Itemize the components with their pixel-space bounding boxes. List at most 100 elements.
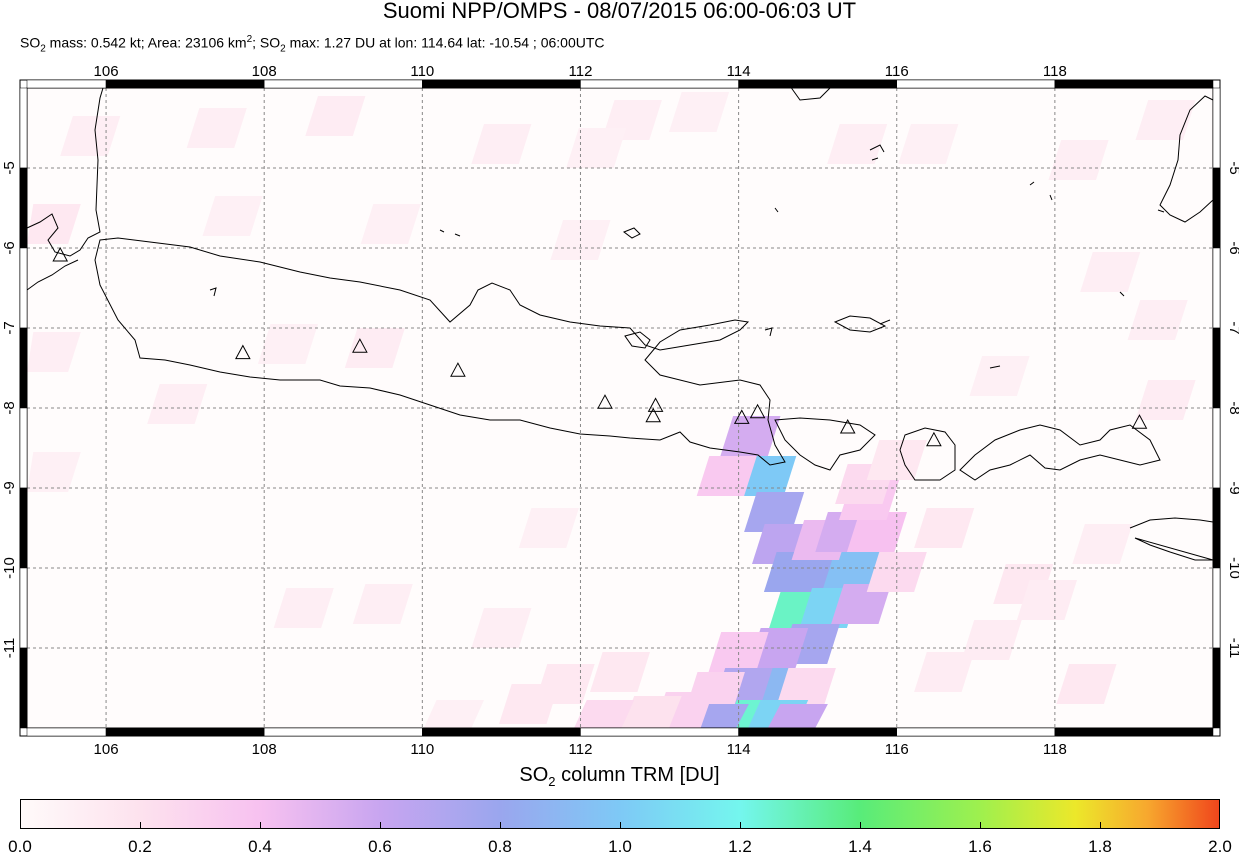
- so2-pixel: [961, 620, 1022, 660]
- map-title: Suomi NPP/OMPS - 08/07/2015 06:00-06:03 …: [382, 0, 857, 23]
- so2-pixel: [1135, 100, 1196, 140]
- volcano-triangle-icon: [52, 246, 69, 262]
- colorbar-tick-label: 1.2: [728, 837, 752, 856]
- colorbar-tick-mark: [380, 822, 381, 829]
- lon-tick-label-bottom: 108: [252, 741, 277, 758]
- frame-bar-bottom: [26, 727, 107, 737]
- lat-tick-label-left: -9: [1, 481, 18, 494]
- colorbar-tick-label: 0.2: [128, 837, 152, 856]
- frame-bar-right: [1212, 247, 1221, 329]
- so2-pixel: [202, 196, 263, 236]
- so2-pixel-layer: [27, 92, 1196, 728]
- volcano-triangle-icon: [597, 394, 613, 409]
- so2-pixel: [305, 96, 366, 136]
- so2-pixel: [344, 328, 405, 368]
- lat-tick-label-right: -5: [1226, 161, 1239, 174]
- coastline-java: [94, 237, 786, 466]
- so2-pixel: [775, 668, 836, 708]
- frame-bar-left: [19, 567, 28, 649]
- coastline-layer: [26, 85, 1214, 561]
- colorbar-tick-mark: [980, 822, 981, 829]
- so2-pixel: [360, 204, 421, 244]
- colorbar-title-prefix: SO: [519, 764, 549, 786]
- colorbar-tick-label: 1.0: [608, 837, 632, 856]
- lat-tick-label-right: -11: [1226, 638, 1239, 659]
- colorbar-tick-label: 0.6: [368, 837, 392, 856]
- lat-tick-label-right: -7: [1226, 321, 1239, 334]
- volcano-triangle-icon: [352, 338, 368, 353]
- volcano-triangle-icon: [645, 407, 662, 423]
- colorbar-tick-label: 1.6: [968, 837, 992, 856]
- so2-pixel: [27, 204, 81, 244]
- colorbar-tick-mark: [740, 822, 741, 829]
- so2-pixel: [352, 584, 413, 624]
- so2-pixel: [744, 492, 805, 532]
- so2-pixel: [1080, 252, 1141, 292]
- coastline-kangean: [833, 315, 887, 333]
- map-subtitle: SO2 mass: 0.542 kt; Area: 23106 km2; SO2…: [20, 34, 605, 54]
- so2-pixel: [499, 684, 560, 724]
- lat-tick-label-right: -8: [1226, 401, 1239, 414]
- colorbar-tick-mark: [620, 822, 621, 829]
- so2-pixel: [574, 700, 635, 728]
- lon-tick-label-top: 116: [885, 63, 909, 80]
- so2-pixel: [621, 696, 682, 728]
- frame-bar-bottom: [1054, 727, 1214, 737]
- frame-bar-left: [19, 327, 28, 409]
- so2-pixel: [827, 124, 888, 164]
- colorbar-tick-label: 1.4: [848, 837, 872, 856]
- frame-bar-top: [1054, 79, 1214, 89]
- lat-tick-label-left: -8: [1, 401, 18, 414]
- coastline-sumbawa: [959, 424, 1161, 481]
- lon-tick-label-top: 114: [727, 63, 751, 80]
- so2-pixel: [471, 608, 532, 648]
- frame-bar-top: [738, 79, 897, 89]
- frame-bar-left: [19, 167, 28, 249]
- frame-bar-left: [19, 87, 28, 169]
- frame-bar-bottom: [263, 727, 423, 737]
- frame-bar-left: [19, 647, 28, 729]
- lat-tick-label-right: -9: [1226, 481, 1239, 494]
- lon-tick-label-top: 110: [410, 63, 434, 80]
- volcano-triangle-icon: [926, 431, 942, 447]
- volcano-layer: [52, 246, 1148, 447]
- colorbar-tick-label: 2.0: [1208, 837, 1232, 856]
- frame-bar-top: [580, 79, 739, 89]
- so2-pixel: [257, 324, 318, 364]
- lon-tick-label-top: 108: [252, 63, 277, 80]
- so2-pixel: [1048, 140, 1109, 180]
- frame-bar-left: [19, 247, 28, 329]
- so2-pixel: [518, 508, 579, 548]
- so2-pixel: [566, 128, 627, 168]
- colorbar-title: SO2 column TRM [DU]: [0, 764, 1239, 789]
- graticule: [27, 88, 1213, 728]
- so2-pixel: [866, 552, 927, 592]
- volcano-triangle-icon: [749, 403, 766, 419]
- frame-bar-bottom: [105, 727, 265, 737]
- so2-pixel: [846, 512, 907, 552]
- so2-pixel: [1072, 524, 1133, 564]
- frame-bar-top: [105, 79, 265, 89]
- frame-bar-top: [896, 79, 1056, 89]
- coastline-lombok: [899, 427, 956, 481]
- so2-pixel: [1127, 300, 1188, 340]
- lat-tick-label-left: -5: [1, 161, 18, 174]
- colorbar-tick-mark: [140, 822, 141, 829]
- volcano-triangle-icon: [733, 409, 750, 424]
- lon-tick-label-top: 118: [1043, 63, 1067, 80]
- so2-pixel: [590, 652, 650, 692]
- lat-tick-label-left: -6: [1, 241, 18, 254]
- so2-pixel: [1135, 380, 1196, 420]
- so2-pixel: [720, 416, 781, 456]
- so2-pixel: [914, 652, 975, 692]
- coastline-small-islands: [209, 85, 1165, 369]
- lon-tick-label-bottom: 110: [410, 741, 434, 758]
- volcano-triangle-icon: [235, 344, 251, 360]
- frame-bar-bottom: [896, 727, 1056, 737]
- lat-tick-label-left: -10: [1, 557, 18, 579]
- coastline-bali: [774, 417, 876, 471]
- coastline-madura: [624, 331, 651, 349]
- colorbar-title-suffix: column TRM [DU]: [555, 764, 720, 786]
- colorbar-tick-mark: [860, 822, 861, 829]
- volcano-triangle-icon: [647, 397, 664, 412]
